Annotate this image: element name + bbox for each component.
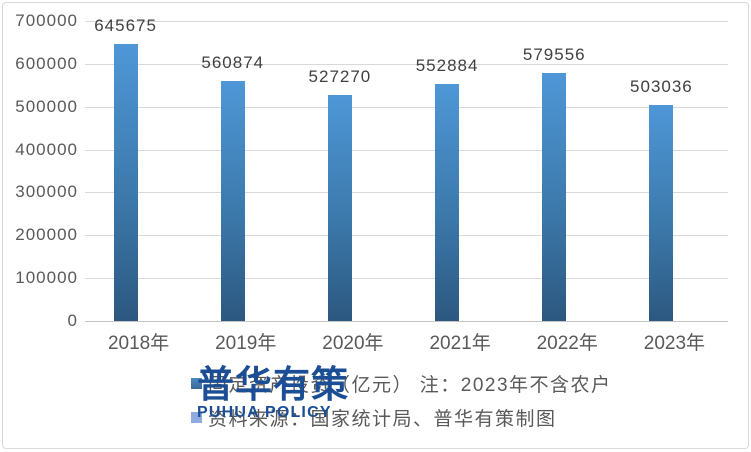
data-label: 579556 <box>522 44 586 64</box>
y-axis-tick-label: 400000 <box>15 139 78 159</box>
gridline <box>85 21 728 22</box>
bar-2019年 <box>220 80 245 321</box>
x-axis-tick-label: 2022年 <box>536 333 598 354</box>
gridline <box>85 192 728 194</box>
gridline <box>85 106 728 108</box>
y-axis-tick-label: 100000 <box>15 268 78 288</box>
data-label: 527270 <box>308 67 372 87</box>
data-label: 645675 <box>94 16 157 36</box>
y-axis-tick-label: 200000 <box>15 225 78 245</box>
x-axis-tick-label: 2021年 <box>429 333 491 354</box>
data-label: 503036 <box>630 77 693 97</box>
bar-2018年 <box>113 44 138 321</box>
x-axis-tick-label: 2019年 <box>215 333 277 354</box>
legend-marker-icon <box>191 411 202 423</box>
x-axis-tick-label: 2020年 <box>322 333 384 354</box>
gridline <box>85 63 728 65</box>
legend-entry-series: 固定资产投资（亿元） 注：2023年不含农户 <box>191 372 612 396</box>
y-axis-tick-label: 300000 <box>15 182 78 202</box>
gridline <box>85 278 728 280</box>
bar-2022年 <box>542 72 567 321</box>
bar-2020年 <box>327 95 352 321</box>
legend-entry-source: 资料来源：国家统计局、普华有策制图 <box>191 406 557 430</box>
data-label: 560874 <box>201 52 265 72</box>
y-axis-tick-label: 500000 <box>15 96 78 116</box>
y-axis-tick-label: 600000 <box>15 53 78 73</box>
legend-label: 固定资产投资（亿元） 注：2023年不含农户 <box>208 374 612 396</box>
x-axis-tick-label: 2018年 <box>107 333 170 354</box>
legend-label: 资料来源：国家统计局、普华有策制图 <box>208 408 557 430</box>
gridline <box>85 149 728 151</box>
bar-2023年 <box>649 105 674 321</box>
data-label: 552884 <box>415 56 479 76</box>
legend-marker-icon <box>191 377 202 389</box>
y-axis-tick-label: 700000 <box>15 11 78 30</box>
x-axis-tick-label: 2023年 <box>643 333 706 354</box>
gridline <box>85 235 728 237</box>
bar-2021年 <box>435 84 460 321</box>
y-axis-tick-label: 0 <box>67 311 78 330</box>
x-axis-line <box>85 321 728 322</box>
